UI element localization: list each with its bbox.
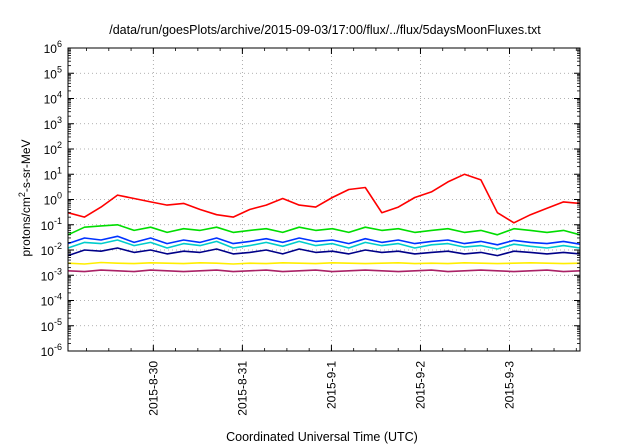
y-tick-label-exp: -1: [54, 216, 62, 226]
chart-title: /data/run/goesPlots/archive/2015-09-03/1…: [109, 23, 541, 37]
y-tick-label-base: 10: [44, 67, 58, 81]
y-tick-label-base: 10: [41, 244, 55, 258]
y-tick-label-exp: -2: [54, 241, 62, 251]
y-axis-label: protons/cm2-s-sr-MeV: [17, 139, 33, 256]
y-tick-label-base: 10: [44, 42, 58, 56]
series-layer: [67, 173, 581, 273]
y-tick-label-base: 10: [41, 269, 55, 283]
y-tick-label-exp: 0: [57, 191, 62, 201]
y-tick-label-exp: 1: [57, 165, 62, 175]
y-tick-label-exp: 2: [57, 140, 62, 150]
series-line-3: [67, 235, 581, 246]
y-tick-label-exp: -3: [54, 266, 62, 276]
y-tick-label: 10-1: [41, 216, 62, 233]
y-tick-label-base: 10: [44, 143, 58, 157]
y-axis-label-rest: -s-sr-MeV: [19, 139, 33, 192]
y-tick-label-base: 10: [44, 93, 58, 107]
y-tick-label: 10-2: [41, 241, 62, 258]
x-tick-label: 2015-9-2: [413, 361, 427, 409]
y-axis-label-base: protons/cm: [19, 197, 33, 256]
y-tick-label: 102: [44, 140, 62, 157]
y-tick-label-base: 10: [44, 118, 58, 132]
y-tick-label: 10-4: [41, 292, 62, 309]
y-axis: 10-610-510-410-310-210-11001011021031041…: [41, 39, 580, 359]
y-tick-label: 10-5: [41, 317, 62, 334]
y-tick-label-exp: -5: [54, 317, 62, 327]
x-tick-label: 2015-9-1: [324, 361, 338, 409]
y-tick-label-exp: -4: [54, 292, 62, 302]
grid: [68, 48, 580, 351]
series-line-5: [67, 261, 581, 265]
series-line-2: [67, 239, 581, 250]
y-tick-label-exp: 4: [57, 90, 62, 100]
y-tick-label-exp: -6: [54, 342, 62, 352]
y-tick-label-exp: 6: [57, 39, 62, 49]
y-tick-label: 106: [44, 39, 62, 56]
y-tick-label: 100: [44, 191, 62, 208]
y-tick-label: 105: [44, 64, 62, 81]
y-tick-label-base: 10: [41, 219, 55, 233]
series-line-4: [67, 247, 581, 257]
x-tick-label: 2015-9-3: [503, 361, 517, 409]
x-axis-label: Coordinated Universal Time (UTC): [226, 430, 418, 444]
y-tick-label: 10-3: [41, 266, 62, 283]
y-tick-label-exp: 5: [57, 64, 62, 74]
series-line-1: [67, 224, 581, 236]
series-line-0: [67, 173, 581, 224]
y-tick-label-base: 10: [44, 168, 58, 182]
y-tick-label: 103: [44, 115, 62, 132]
y-tick-label-exp: 3: [57, 115, 62, 125]
x-tick-label: 2015-8-30: [146, 361, 160, 416]
y-tick-label-base: 10: [41, 320, 55, 334]
y-tick-label: 10-6: [41, 342, 62, 359]
x-tick-label: 2015-8-31: [235, 361, 249, 416]
y-axis-label-sup: 2: [17, 192, 27, 197]
y-tick-label-base: 10: [41, 345, 55, 359]
x-axis: 2015-8-30 2015-8-31 2015-9-1 2015-9-2 2015-9…: [86, 48, 577, 416]
y-tick-label: 101: [44, 165, 62, 182]
y-tick-label: 104: [44, 90, 62, 107]
y-tick-label-base: 10: [44, 194, 58, 208]
y-tick-label-base: 10: [41, 295, 55, 309]
series-line-6: [67, 269, 581, 273]
